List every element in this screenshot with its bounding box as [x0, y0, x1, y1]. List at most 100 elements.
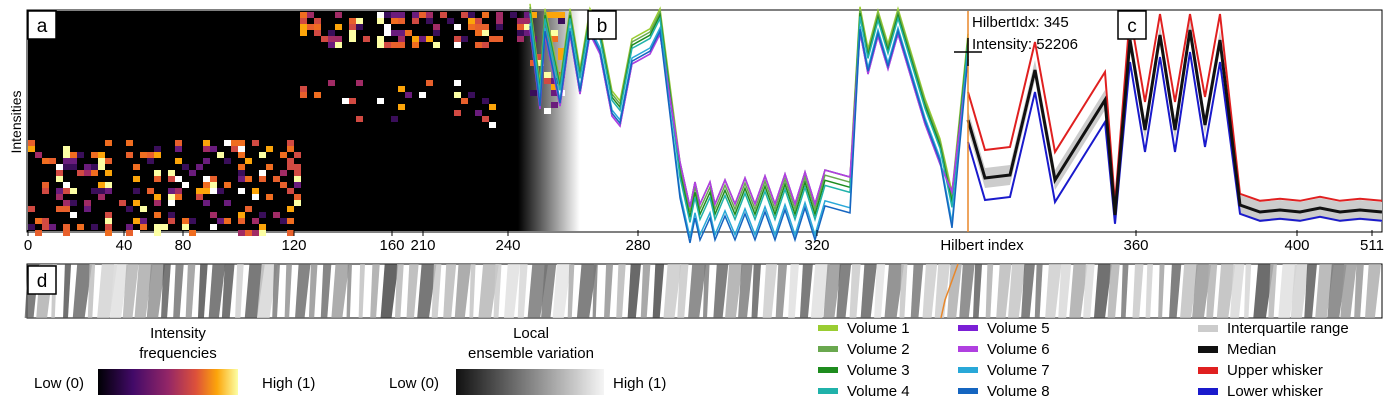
heatmap-cell [426, 80, 433, 86]
variation-segment [985, 264, 994, 318]
heatmap-cell [203, 182, 210, 188]
heatmap-cell [280, 182, 287, 188]
heatmap-cell [91, 188, 98, 194]
heatmap-cell [56, 206, 63, 212]
variation-segment [541, 264, 557, 318]
variation-segment [640, 264, 651, 318]
heatmap-cell [210, 182, 217, 188]
variation-segment [1253, 264, 1274, 318]
heatmap-cell [105, 224, 112, 230]
heatmap-cell [482, 42, 489, 48]
heatmap-cell [551, 30, 558, 36]
heatmap-cell [510, 12, 517, 18]
heatmap-cell [307, 12, 314, 18]
heatmap-cell [224, 140, 231, 146]
heatmap-cell [154, 152, 161, 158]
variation-segment [1244, 264, 1252, 318]
heatmap-cell [42, 224, 49, 230]
x-tick-label: 400 [1284, 237, 1309, 254]
variation-segment [1083, 264, 1095, 318]
heatmap-cell [196, 194, 203, 200]
legend-label: Volume 7 [987, 362, 1050, 379]
heatmap-cell [426, 36, 433, 42]
heatmap-cell [433, 42, 440, 48]
heatmap-cell [391, 18, 398, 24]
x-axis-ticks: 0 40 80 120 160 210 240 280 320 360 400 511 [24, 230, 1384, 254]
legend-swatch [958, 325, 978, 331]
heatmap-cell [77, 152, 84, 158]
heatmap-cell [168, 170, 175, 176]
variation-segment [1278, 264, 1298, 318]
variation-segment [443, 264, 457, 318]
heatmap-cell [238, 230, 245, 236]
heatmap-cell [342, 98, 349, 104]
heatmap-cell [168, 218, 175, 224]
heatmap-cell [551, 102, 558, 108]
variation-segment [576, 264, 597, 318]
heatmap-cell [98, 158, 105, 164]
heatmap-cell [70, 152, 77, 158]
heatmap-cell [182, 164, 189, 170]
variation-segment [370, 264, 380, 318]
variation-segment [810, 264, 830, 318]
heatmap-cell [63, 206, 70, 212]
heatmap-cell [28, 224, 35, 230]
heatmap-cell [91, 170, 98, 176]
heatmap-cell [119, 200, 126, 206]
variation-segment [996, 264, 1012, 318]
variation-segment [1180, 264, 1198, 318]
heatmap-cell [454, 24, 461, 30]
variation-segment [860, 264, 877, 318]
heatmap-cell [133, 188, 140, 194]
heatmap-cell [105, 182, 112, 188]
y-axis-label: Intensities [8, 90, 24, 153]
heatmap-cell [349, 30, 356, 36]
heatmap-cell [349, 24, 356, 30]
heatmap-cell [328, 30, 335, 36]
heatmap-cell [517, 24, 524, 30]
heatmap-cell [189, 230, 196, 236]
variation-segment [1058, 264, 1072, 318]
heatmap-cell [496, 18, 503, 24]
heatmap-cell [377, 36, 384, 42]
x-tick-label: 160 [379, 237, 404, 254]
heatmap-cell [217, 218, 224, 224]
heatmap-cell [489, 122, 496, 128]
heatmap-cell [63, 146, 70, 152]
variation-segment [1107, 264, 1120, 318]
variation-segment [1034, 264, 1043, 318]
heatmap-cell [245, 176, 252, 182]
heatmap-cell [161, 224, 168, 230]
heatmap-cell [98, 152, 105, 158]
variation-segment [567, 264, 575, 318]
heatmap-cell [175, 140, 182, 146]
volume-line-7 [529, 22, 969, 238]
heatmap-cell [496, 12, 503, 18]
heatmap-cell [77, 170, 84, 176]
colorbar-intensity: Intensity frequencies Low (0) High (1) [34, 325, 315, 395]
variation-segment [284, 264, 292, 318]
heatmap-cell [147, 158, 154, 164]
panel-letter-a: a [37, 16, 48, 37]
heatmap-cell [551, 84, 558, 90]
heatmap-cell [266, 146, 273, 152]
x-tick-label: 320 [804, 237, 829, 254]
heatmap-cell [105, 158, 112, 164]
heatmap-cell [189, 218, 196, 224]
heatmap-cell [287, 230, 294, 236]
heatmap-cell [252, 194, 259, 200]
heatmap-cell [294, 176, 301, 182]
heatmap-cell [454, 80, 461, 86]
variation-segment [109, 264, 129, 318]
heatmap-cell [189, 170, 196, 176]
heatmap-cell [475, 110, 482, 116]
heatmap-cell [133, 200, 140, 206]
variation-segment [702, 264, 710, 318]
heatmap-cell [300, 12, 307, 18]
heatmap-cell [126, 152, 133, 158]
heatmap-cell [217, 152, 224, 158]
variation-segment [1093, 264, 1112, 318]
variation-segment [1365, 264, 1382, 318]
variation-segment [295, 264, 311, 318]
heatmap-cell [544, 72, 551, 78]
